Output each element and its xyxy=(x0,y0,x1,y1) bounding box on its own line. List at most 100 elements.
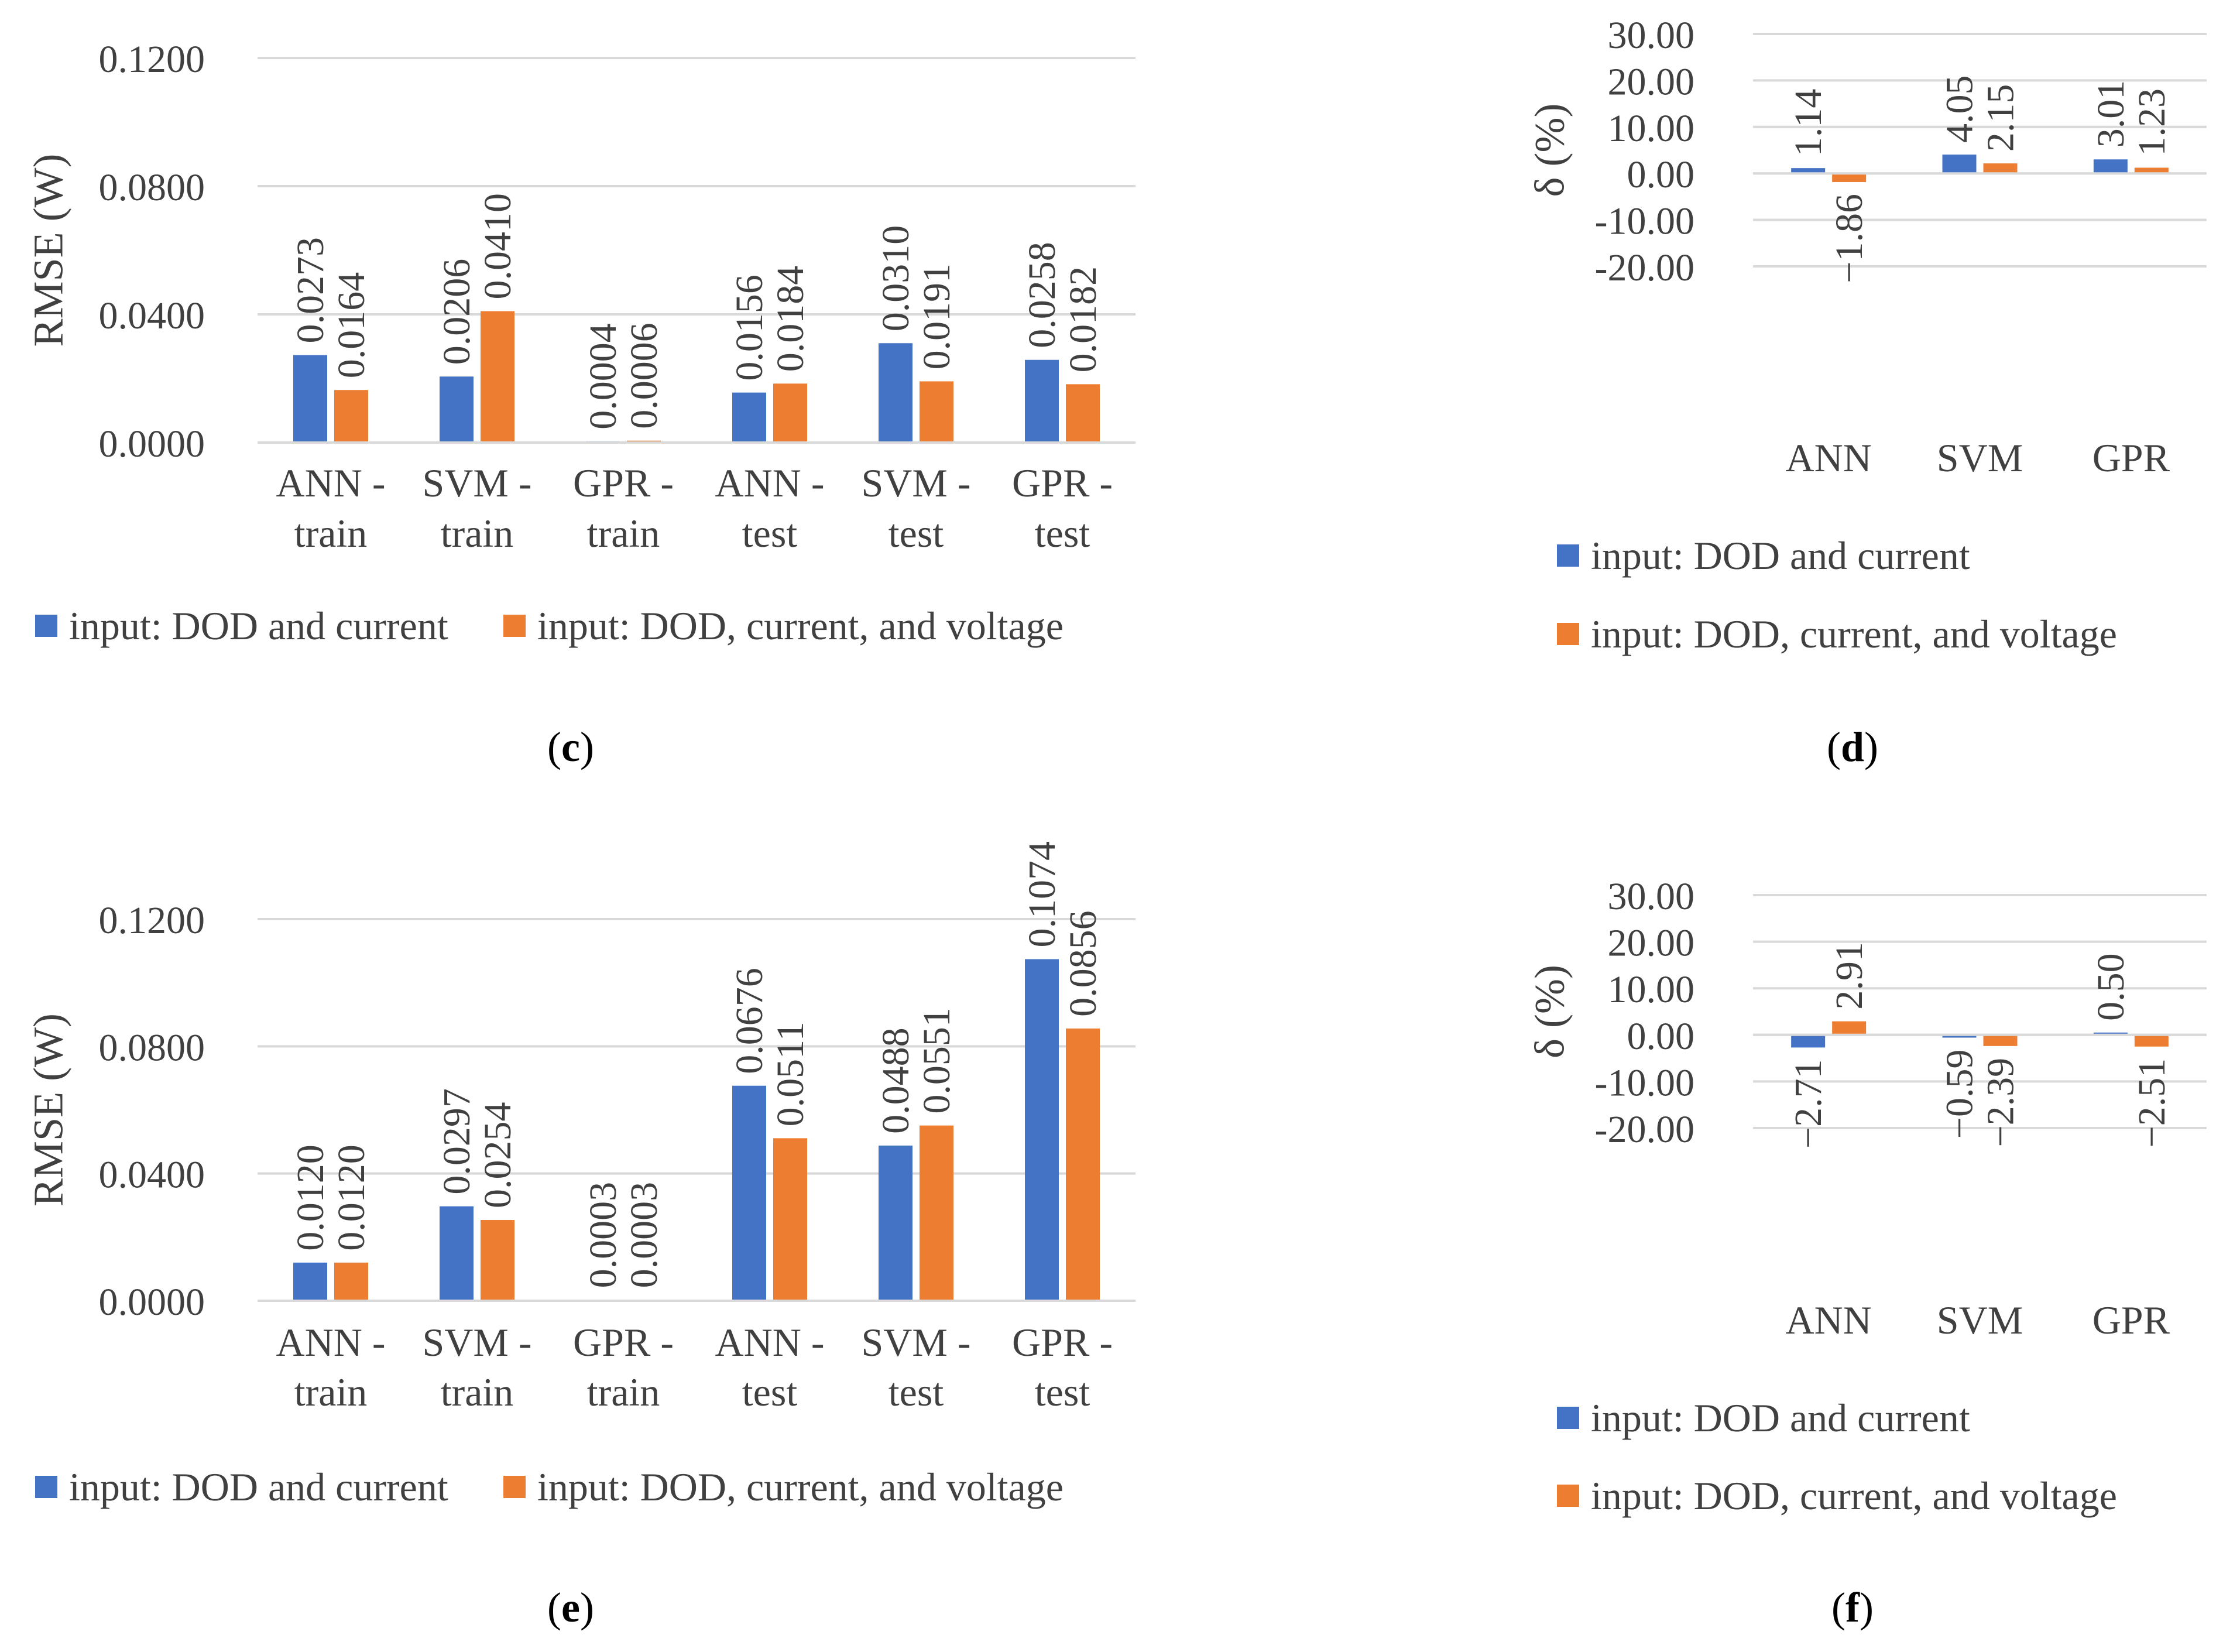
bar xyxy=(293,355,327,443)
legend-swatch xyxy=(503,615,526,637)
y-axis-label: δ (%) xyxy=(1526,104,1573,197)
bar xyxy=(773,383,807,443)
y-tick-label: 20.00 xyxy=(1608,922,1695,965)
bar xyxy=(293,1262,327,1301)
data-label: 0.0297 xyxy=(435,1088,478,1195)
bar xyxy=(1066,384,1100,443)
y-tick-label: 0.1200 xyxy=(99,38,205,81)
data-label: −0.59 xyxy=(1939,1049,1981,1139)
category-label: train xyxy=(441,1370,514,1414)
legend-swatch xyxy=(503,1476,526,1498)
caption-letter: e xyxy=(561,1584,580,1631)
data-label: 0.0410 xyxy=(476,193,519,300)
caption-paren-open: ( xyxy=(547,1584,561,1631)
y-tick-label: -20.00 xyxy=(1595,246,1694,289)
y-tick-label: 0.0000 xyxy=(99,1281,205,1324)
bar xyxy=(1025,359,1059,443)
legend-swatch xyxy=(35,615,57,637)
caption-paren-close: ) xyxy=(580,724,594,770)
y-tick-label: 0.0000 xyxy=(99,423,205,465)
caption-paren-close: ) xyxy=(1864,724,1878,770)
y-axis-label: RMSE (W) xyxy=(25,1013,72,1207)
legend-swatch xyxy=(1557,1407,1579,1429)
category-label: test xyxy=(889,1370,944,1414)
panel-caption: (d) xyxy=(1827,724,1878,770)
category-label: ANN xyxy=(1786,436,1872,480)
category-label: GPR xyxy=(2092,436,2170,480)
category-label: ANN - xyxy=(276,461,386,505)
legend-swatch xyxy=(1557,1485,1579,1507)
category-label: test xyxy=(1035,1370,1090,1414)
caption-paren-open: ( xyxy=(547,724,561,770)
bar xyxy=(440,1206,474,1301)
data-label: 0.0258 xyxy=(1021,242,1064,348)
data-label: 0.0003 xyxy=(582,1182,625,1288)
category-label: train xyxy=(587,1370,660,1414)
data-label: 2.91 xyxy=(1828,942,1871,1010)
bar xyxy=(1066,1028,1100,1301)
y-tick-label: 30.00 xyxy=(1608,14,1695,57)
legend-swatch xyxy=(1557,623,1579,645)
data-label: 0.0273 xyxy=(289,237,332,344)
legend-label: input: DOD, current, and voltage xyxy=(1591,612,2117,656)
bar xyxy=(732,392,766,443)
category-label: SVM - xyxy=(422,1320,531,1365)
data-label: 0.0120 xyxy=(289,1144,332,1251)
category-label: test xyxy=(1035,511,1090,556)
bar xyxy=(2134,1034,2169,1047)
data-label: 0.0191 xyxy=(915,263,958,370)
bar xyxy=(1832,173,1867,182)
category-label: GPR - xyxy=(1012,1320,1113,1365)
legend-swatch xyxy=(35,1476,57,1498)
caption-paren-close: ) xyxy=(1860,1584,1874,1631)
bar xyxy=(920,1125,953,1301)
data-label: 0.0206 xyxy=(435,259,478,365)
category-label: train xyxy=(441,511,514,556)
legend-label: input: DOD and current xyxy=(1591,1396,1970,1440)
data-label: 2.15 xyxy=(1980,84,2022,152)
data-label: 0.0164 xyxy=(330,272,373,379)
data-label: 0.0120 xyxy=(330,1144,373,1251)
legend-label: input: DOD and current xyxy=(1591,533,1970,578)
data-label: 0.1074 xyxy=(1021,841,1064,948)
legend-label: input: DOD, current, and voltage xyxy=(537,1465,1064,1509)
y-tick-label: 0.0400 xyxy=(99,294,205,337)
bar xyxy=(334,1262,368,1301)
bar xyxy=(481,311,514,443)
y-tick-label: 10.00 xyxy=(1608,968,1695,1011)
category-label: GPR - xyxy=(573,461,674,505)
category-label: train xyxy=(294,511,368,556)
legend-swatch xyxy=(1557,544,1579,567)
bar xyxy=(2093,159,2128,174)
bar xyxy=(879,1145,913,1301)
data-label: 1.23 xyxy=(2131,88,2173,156)
bar xyxy=(1025,959,1059,1301)
data-label: 0.0856 xyxy=(1062,910,1104,1017)
data-label: 0.0676 xyxy=(728,968,771,1074)
bar xyxy=(1983,1034,2018,1046)
y-tick-label: 0.0400 xyxy=(99,1154,205,1197)
category-label: test xyxy=(742,1370,798,1414)
panel-caption: (c) xyxy=(547,724,594,770)
bar xyxy=(1942,1034,1977,1038)
y-tick-label: 0.1200 xyxy=(99,899,205,942)
data-label: 3.01 xyxy=(2090,80,2132,148)
data-label: 0.50 xyxy=(2090,953,2132,1021)
y-tick-label: 0.0800 xyxy=(99,166,205,209)
data-label: 0.0156 xyxy=(728,275,771,381)
category-label: train xyxy=(587,511,660,556)
panel-caption: (f) xyxy=(1831,1584,1874,1631)
caption-paren-open: ( xyxy=(1827,724,1841,770)
legend-label: input: DOD, current, and voltage xyxy=(1591,1473,2117,1518)
category-label: ANN - xyxy=(715,1320,825,1365)
category-label: GPR xyxy=(2092,1298,2170,1342)
y-tick-label: -10.00 xyxy=(1595,200,1694,243)
y-tick-label: 0.00 xyxy=(1627,1015,1695,1058)
category-label: SVM xyxy=(1937,1298,2023,1342)
bar xyxy=(440,376,474,443)
data-label: 0.0488 xyxy=(874,1027,917,1134)
y-tick-label: 0.00 xyxy=(1627,153,1695,196)
category-label: SVM - xyxy=(422,461,531,505)
